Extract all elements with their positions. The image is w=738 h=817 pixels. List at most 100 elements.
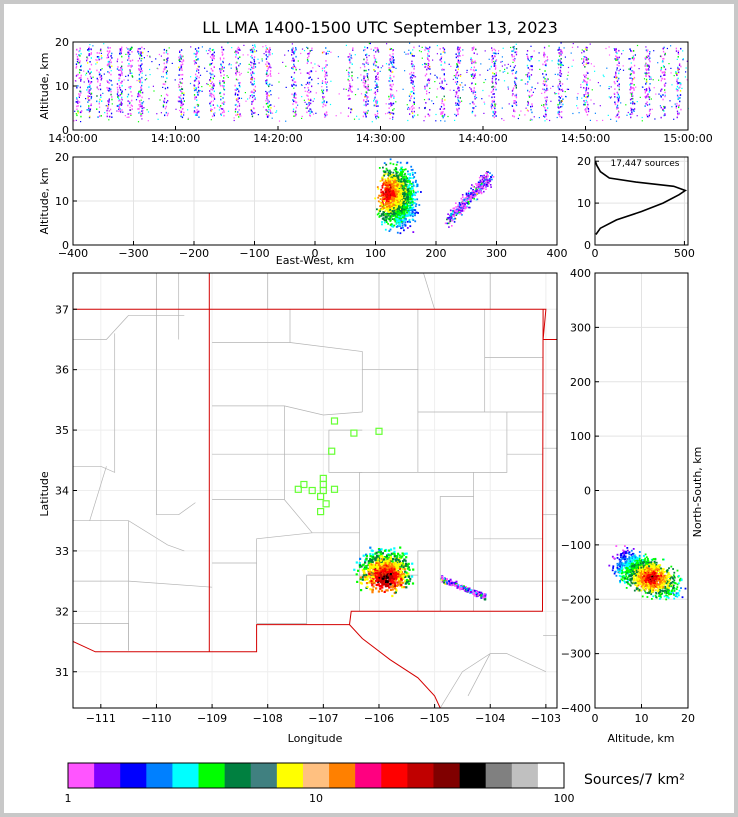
time-source-point: [632, 109, 634, 111]
time-source-point: [307, 53, 309, 55]
time-source-point: [649, 78, 651, 80]
time-source-point: [375, 75, 377, 78]
time-source-point: [140, 68, 142, 70]
time-source-point: [128, 63, 130, 65]
time-source-point: [139, 90, 141, 92]
time-source-point: [210, 73, 212, 76]
time-source-point: [475, 105, 477, 107]
lma-figure: LL LMA 1400-1500 UTC September 13, 2023 …: [38, 18, 713, 805]
ew-source-point: [489, 184, 492, 186]
time-source-point: [633, 76, 636, 79]
time-source-point: [96, 59, 98, 61]
time-source-point: [409, 73, 411, 75]
time-source-point: [363, 111, 365, 113]
time-source-point: [330, 51, 332, 53]
time-source-point: [375, 105, 377, 107]
ew-source-point: [394, 203, 397, 205]
ew-source-point: [481, 187, 483, 190]
ew-source-point: [395, 200, 398, 203]
time-source-point: [583, 61, 585, 63]
time-source-point: [587, 92, 589, 94]
time-source-point: [166, 70, 168, 72]
time-source-point: [110, 88, 112, 91]
time-source-point: [648, 69, 650, 71]
time-source-point: [638, 68, 640, 70]
time-source-point: [141, 63, 143, 65]
ew-source-point: [393, 176, 396, 178]
ew-source-point: [400, 206, 403, 209]
time-source-point: [457, 98, 459, 101]
time-source-point: [531, 55, 533, 58]
time-source-point: [375, 64, 377, 67]
ew-source-point: [400, 216, 403, 219]
time-source-point: [322, 96, 324, 98]
ew-source-point: [407, 191, 410, 194]
time-source-point: [158, 53, 160, 56]
time-source-point: [87, 71, 89, 73]
ew-source-point: [400, 194, 402, 196]
time-source-point: [251, 54, 253, 57]
time-source-point: [235, 108, 237, 110]
ew-source-point: [400, 219, 403, 222]
time-source-point: [366, 112, 368, 114]
time-source-point: [178, 74, 180, 76]
time-source-point: [180, 98, 182, 100]
time-source-point: [236, 105, 239, 108]
time-source-point: [662, 108, 664, 110]
time-source-point: [253, 65, 255, 67]
time-source-point: [183, 100, 185, 102]
time-source-point: [76, 58, 79, 61]
time-source-point: [166, 59, 169, 62]
time-source-point: [121, 90, 123, 93]
time-source-point: [440, 85, 442, 88]
time-source-point: [557, 49, 559, 51]
ew-source-point: [394, 179, 397, 182]
time-source-point: [251, 111, 253, 113]
time-source-point: [377, 105, 379, 107]
ew-source-point: [390, 225, 393, 228]
time-source-point: [98, 111, 100, 113]
time-source-point: [163, 62, 165, 65]
time-source-point: [291, 84, 293, 86]
time-source-point: [146, 78, 148, 80]
time-source-point: [210, 110, 213, 112]
time-source-point: [197, 104, 199, 107]
time-source-point: [371, 121, 373, 123]
time-source-point: [74, 110, 76, 112]
time-source-point: [90, 48, 92, 51]
time-source-point: [515, 96, 518, 99]
time-source-point: [248, 63, 250, 65]
time-source-point: [263, 53, 265, 55]
time-source-point: [119, 49, 121, 51]
ew-source-point: [394, 207, 397, 210]
time-source-point: [472, 107, 474, 109]
time-source-point: [250, 68, 252, 71]
time-source-point: [268, 100, 270, 103]
ew-source-point: [455, 214, 458, 216]
time-source-point: [196, 51, 198, 53]
time-source-point: [90, 92, 93, 95]
time-source-point: [77, 112, 79, 114]
time-source-point: [375, 84, 377, 86]
ew-source-point: [389, 201, 391, 204]
time-source-point: [558, 78, 560, 81]
ew-source-point: [388, 208, 390, 211]
time-source-point: [670, 45, 672, 47]
time-source-point: [530, 105, 532, 108]
time-source-point: [321, 82, 324, 84]
ew-source-point: [397, 183, 399, 186]
time-source-point: [608, 88, 610, 90]
time-source-point: [572, 112, 574, 115]
time-source-point: [253, 48, 255, 51]
time-source-point: [457, 100, 460, 102]
time-source-point: [290, 76, 293, 78]
time-source-point: [100, 52, 102, 54]
time-source-point: [487, 69, 489, 71]
time-source-point: [196, 52, 198, 55]
time-source-point: [221, 51, 223, 54]
time-source-point: [459, 74, 461, 76]
time-source-point: [491, 61, 493, 63]
time-source-point: [111, 52, 113, 55]
time-source-point: [507, 86, 509, 88]
time-source-point: [164, 83, 166, 86]
